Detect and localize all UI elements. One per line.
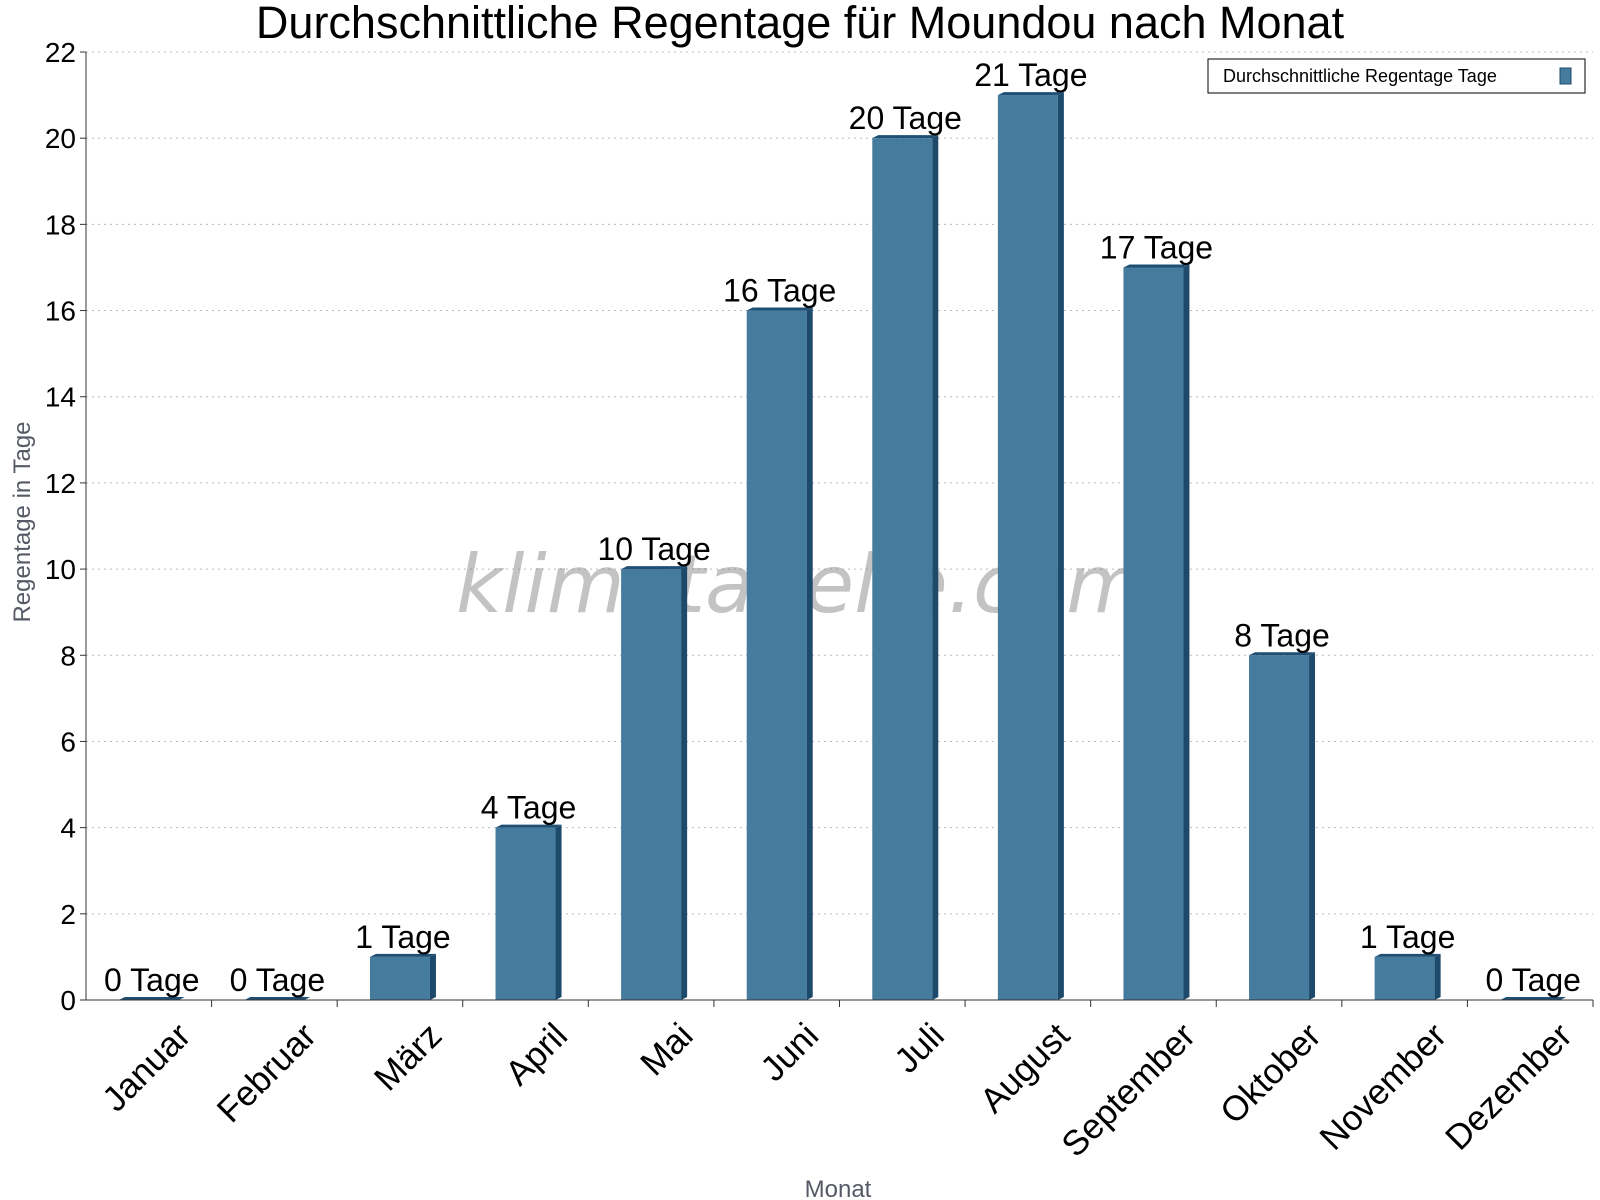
bar-top: [495, 824, 562, 828]
bar-märz: [369, 953, 436, 1000]
data-label: 21 Tage: [974, 57, 1087, 93]
bar-august: [997, 92, 1064, 1000]
bar-side: [1309, 652, 1316, 1000]
data-label: 20 Tage: [849, 100, 962, 136]
bars: [118, 92, 1567, 1001]
bar-face: [997, 95, 1058, 1000]
x-tick-label: September: [1054, 1016, 1203, 1165]
bar-juli: [872, 135, 939, 1000]
bar-dezember: [1500, 997, 1567, 1000]
bar-side: [932, 135, 939, 1000]
bar-side: [681, 566, 688, 1000]
x-tick-label: November: [1312, 1016, 1454, 1158]
data-label: 1 Tage: [1360, 919, 1456, 955]
legend-label: Durchschnittliche Regentage Tage: [1223, 66, 1497, 86]
bar-side: [1434, 953, 1441, 1000]
x-tick-label: Februar: [210, 1016, 324, 1130]
y-tick-label: 8: [60, 640, 76, 671]
x-axis-label: Monat: [805, 1176, 872, 1200]
bar-face: [1374, 956, 1435, 1000]
legend-swatch: [1559, 67, 1572, 85]
bar-side: [555, 824, 562, 1000]
bar-top: [1374, 953, 1441, 957]
data-labels: 0 Tage 0 Tage 1 Tage 4 Tage 10 Tage 16 Tage 20…: [104, 57, 1581, 998]
y-tick-label: 16: [45, 296, 76, 327]
legend-box: [1207, 58, 1586, 94]
bar-face: [746, 310, 807, 1001]
x-tick-label: März: [367, 1016, 450, 1099]
bar-side: [806, 307, 813, 1001]
x-tick-label: Mai: [633, 1016, 700, 1083]
bar-juni: [746, 307, 813, 1001]
bar-top: [1249, 652, 1316, 656]
data-label: 0 Tage: [230, 962, 326, 998]
bar-face: [621, 569, 682, 1000]
y-tick-label: 12: [45, 468, 76, 499]
bar-januar: [118, 997, 185, 1000]
bar-oktober: [1249, 652, 1316, 1000]
y-tick-label: 18: [45, 209, 76, 240]
y-tick-label: 14: [45, 382, 76, 413]
bar-november: [1374, 953, 1441, 1000]
y-tick-label: 10: [45, 554, 76, 585]
bar-september: [1123, 264, 1190, 1000]
bar-top: [621, 566, 688, 570]
bar-top: [746, 307, 813, 311]
y-axis-label: Regentage in Tage: [9, 421, 36, 622]
data-label: 16 Tage: [723, 273, 836, 309]
y-axis-ticks: 0 2 4 6 8 10 12 14 16 18 20 22: [45, 37, 86, 1016]
data-label: 10 Tage: [597, 531, 710, 567]
bar-face: [495, 827, 556, 1000]
bar-top: [872, 135, 939, 139]
bar-februar: [244, 997, 311, 1000]
y-tick-label: 4: [60, 813, 76, 844]
bar-face: [872, 138, 933, 1000]
y-tick-label: 2: [60, 899, 76, 930]
x-tick-label: Juli: [887, 1016, 952, 1081]
y-tick-label: 20: [45, 123, 76, 154]
bar-face: [1123, 267, 1184, 1000]
data-label: 4 Tage: [481, 790, 577, 826]
bar-top: [997, 92, 1064, 96]
data-label: 1 Tage: [355, 919, 451, 955]
x-tick-label: Juni: [753, 1016, 826, 1089]
legend: Durchschnittliche Regentage Tage: [1207, 58, 1586, 94]
data-label: 0 Tage: [104, 962, 200, 998]
bar-top: [1123, 264, 1190, 268]
bar-top: [244, 997, 311, 1000]
x-tick-label: Januar: [95, 1016, 198, 1119]
bar-face: [1249, 655, 1310, 1000]
x-tick-label: Dezember: [1438, 1016, 1580, 1158]
x-tick-label: Oktober: [1213, 1016, 1329, 1132]
chart-title: Durchschnittliche Regentage für Moundou …: [256, 0, 1345, 48]
grid-lines: [86, 51, 1593, 915]
bar-side: [1183, 264, 1190, 1000]
x-tick-label: August: [973, 1016, 1078, 1121]
bar-top: [118, 997, 185, 1000]
y-tick-label: 22: [45, 37, 76, 68]
bar-april: [495, 824, 562, 1000]
y-tick-label: 6: [60, 726, 76, 757]
axes: [85, 52, 1593, 1001]
data-label: 17 Tage: [1100, 229, 1213, 265]
x-tick-label: April: [498, 1016, 575, 1093]
x-axis-ticks: Januar Februar März April Mai Juni Juli AugustS…: [95, 1000, 1594, 1165]
bar-top: [369, 953, 436, 957]
bar-top: [1500, 997, 1567, 1000]
y-tick-label: 0: [60, 985, 76, 1016]
bar-side: [1057, 92, 1064, 1000]
bar-side: [429, 953, 436, 1000]
bar-mai: [621, 566, 688, 1000]
bar-face: [369, 956, 430, 1000]
data-label: 8 Tage: [1234, 617, 1330, 653]
data-label: 0 Tage: [1485, 962, 1581, 998]
